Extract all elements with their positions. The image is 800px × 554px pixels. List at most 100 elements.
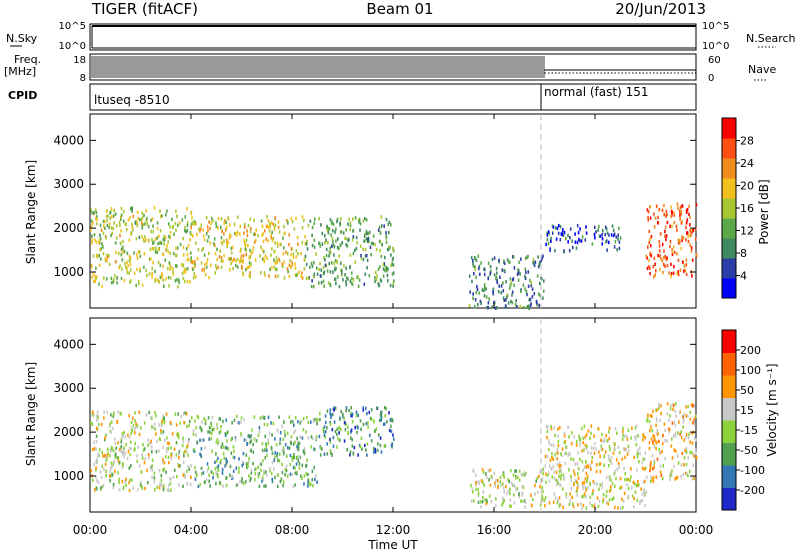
- x-axis-ticks: 00:00 04:00 08:00 12:00 16:00 20:00 00:00: [73, 114, 713, 537]
- data-point: [146, 222, 148, 226]
- data-point: [148, 410, 151, 415]
- data-point: [307, 223, 310, 228]
- data-point: [197, 484, 200, 489]
- data-point: [159, 229, 162, 233]
- data-point: [691, 230, 693, 234]
- data-point: [153, 476, 156, 480]
- colorbar-tick-label: -200: [740, 484, 765, 497]
- data-point: [493, 300, 495, 305]
- data-point: [617, 506, 619, 510]
- data-point: [167, 222, 170, 226]
- data-point: [235, 466, 238, 470]
- data-point: [649, 463, 652, 467]
- data-point: [235, 231, 237, 236]
- data-point: [531, 503, 533, 508]
- data-point: [673, 220, 676, 225]
- data-point: [92, 478, 94, 482]
- data-point: [630, 436, 632, 440]
- colorbar-tick-label: 15: [740, 404, 754, 417]
- data-point: [185, 230, 188, 234]
- data-point: [279, 441, 281, 445]
- data-point: [503, 259, 505, 263]
- data-point: [581, 495, 583, 499]
- data-point: [690, 246, 693, 250]
- cpid-seg1: ltuseq -8510: [94, 93, 170, 107]
- data-point: [653, 212, 655, 216]
- data-point: [634, 482, 636, 486]
- data-point: [564, 440, 566, 444]
- data-point: [217, 440, 220, 444]
- data-point: [549, 458, 552, 462]
- data-point: [134, 442, 136, 446]
- data-point: [115, 260, 117, 264]
- data-point: [591, 242, 594, 246]
- data-point: [273, 458, 276, 462]
- data-point: [111, 474, 113, 478]
- data-point: [362, 406, 364, 410]
- data-point: [366, 442, 369, 446]
- data-point: [362, 408, 365, 412]
- data-point: [310, 482, 312, 487]
- data-point: [683, 438, 685, 442]
- data-point: [559, 225, 562, 229]
- data-point: [263, 422, 266, 427]
- data-point: [599, 483, 601, 487]
- data-point: [682, 472, 685, 477]
- data-point: [167, 441, 169, 445]
- data-point: [169, 251, 171, 255]
- data-point: [656, 221, 659, 225]
- data-point: [328, 250, 331, 254]
- data-point: [330, 415, 332, 419]
- data-point: [601, 237, 604, 241]
- data-point: [349, 253, 352, 257]
- data-point: [666, 220, 669, 225]
- data-point: [171, 432, 174, 436]
- data-point: [131, 207, 133, 212]
- data-point: [128, 238, 131, 242]
- data-point: [140, 426, 142, 430]
- data-point: [544, 504, 546, 508]
- data-point: [693, 420, 696, 424]
- data-point: [323, 255, 325, 260]
- data-point: [255, 467, 257, 471]
- data-point: [162, 430, 165, 434]
- data-point: [145, 218, 147, 222]
- data-point: [274, 216, 277, 220]
- data-point: [655, 441, 658, 445]
- data-point: [384, 413, 386, 418]
- data-point: [307, 276, 310, 280]
- data-point: [354, 260, 357, 264]
- data-point: [178, 280, 180, 285]
- data-point: [123, 430, 125, 435]
- data-point: [487, 305, 489, 310]
- data-point: [95, 487, 98, 491]
- data-point: [662, 433, 664, 438]
- data-point: [113, 437, 116, 441]
- data-point: [671, 437, 673, 441]
- data-point: [129, 440, 132, 444]
- data-point: [196, 256, 199, 261]
- data-point: [202, 247, 204, 251]
- data-point: [584, 477, 587, 481]
- data-point: [601, 482, 603, 486]
- data-point: [594, 502, 596, 507]
- data-point: [95, 475, 97, 479]
- data-point: [583, 494, 585, 498]
- data-point: [221, 467, 224, 472]
- data-point: [641, 461, 643, 465]
- data-point: [139, 218, 141, 222]
- data-point: [208, 479, 210, 483]
- data-point: [205, 216, 208, 220]
- data-point: [633, 455, 635, 460]
- data-point: [297, 242, 299, 246]
- data-point: [496, 280, 499, 285]
- data-point: [475, 275, 477, 279]
- data-point: [219, 249, 222, 253]
- y-tick-label: 3000: [53, 177, 84, 191]
- data-point: [556, 447, 559, 451]
- data-point: [271, 238, 274, 243]
- data-point: [323, 425, 326, 429]
- data-point: [291, 261, 293, 265]
- data-point: [329, 422, 332, 426]
- data-point: [132, 486, 135, 490]
